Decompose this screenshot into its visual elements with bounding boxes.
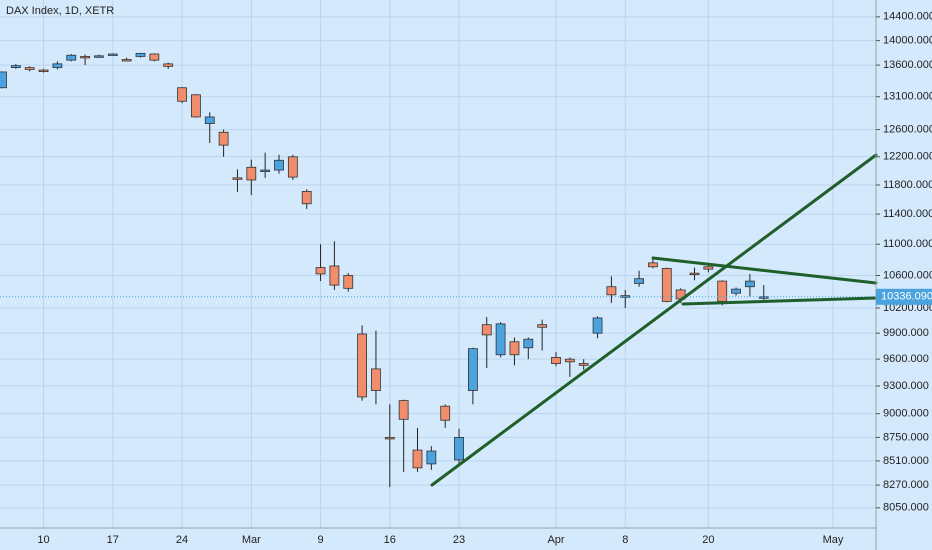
x-tick-label: 24 — [176, 534, 188, 546]
y-tick-label: 12600.000 — [883, 123, 932, 135]
last-price-box — [876, 288, 932, 305]
candle-body — [190, 94, 201, 118]
x-tick-label: 23 — [453, 534, 465, 546]
last-price-label: 10336.090 — [881, 291, 932, 303]
trend-line — [681, 296, 878, 306]
candle-body — [440, 405, 451, 421]
candle-body — [10, 65, 21, 68]
candle-body — [24, 67, 35, 70]
candle-body — [412, 449, 423, 469]
candle-body — [689, 272, 700, 276]
trend-line — [651, 256, 878, 285]
y-tick-label: 10600.000 — [883, 269, 932, 281]
candle-body — [537, 324, 548, 328]
candle-body — [94, 55, 104, 58]
candle-body — [592, 317, 603, 334]
x-tick-label: 8 — [622, 534, 628, 546]
candle-body — [329, 265, 340, 286]
candle-body — [301, 191, 312, 205]
x-tick-label: Mar — [242, 534, 261, 546]
candle-body — [523, 338, 534, 349]
trend-line — [430, 153, 878, 487]
y-tick-label: 11000.000 — [883, 238, 932, 250]
candle-body — [467, 348, 478, 391]
y-tick-label: 9000.000 — [883, 408, 929, 420]
candle-body — [495, 323, 506, 356]
candle-body — [758, 296, 769, 299]
candle-body — [0, 71, 7, 89]
candle-body — [343, 275, 354, 289]
candle-body — [454, 437, 464, 461]
candle-body — [509, 341, 520, 356]
candle-body — [357, 333, 368, 398]
y-tick-label: 8750.000 — [883, 431, 929, 443]
candle-body — [232, 177, 243, 180]
candle-body — [177, 87, 187, 102]
candle-body — [551, 357, 561, 364]
candle-body — [606, 286, 617, 296]
candle-body — [260, 169, 271, 172]
y-tick-label: 9600.000 — [883, 353, 929, 365]
y-tick-label: 8510.000 — [883, 455, 929, 467]
y-tick-label: 9300.000 — [883, 380, 929, 392]
candle-body — [315, 267, 326, 275]
y-tick-label: 8270.000 — [883, 479, 929, 491]
x-tick-label: May — [823, 534, 844, 546]
candle-body — [204, 116, 215, 124]
candle-body — [52, 63, 63, 68]
candle-body — [634, 278, 644, 284]
candle-body — [564, 358, 575, 363]
x-tick-label: 20 — [702, 534, 714, 546]
candle-body — [371, 368, 381, 391]
candle-body — [135, 52, 146, 57]
candle-body — [661, 267, 672, 302]
y-tick-label: 13100.000 — [883, 91, 932, 103]
candle-body — [287, 156, 298, 178]
y-tick-label: 14000.000 — [883, 35, 932, 47]
candle-body — [620, 295, 631, 298]
y-tick-label: 14400.000 — [883, 11, 932, 23]
candles — [0, 52, 876, 488]
y-tick-label: 11800.000 — [883, 179, 932, 191]
candle-body — [66, 54, 77, 61]
candle-body — [398, 400, 409, 420]
y-tick-label: 10200.000 — [883, 302, 932, 314]
x-tick-label: 16 — [384, 534, 396, 546]
chart-title: DAX Index, 1D, XETR — [6, 5, 114, 17]
candle-body — [163, 63, 174, 67]
x-tick-label: 17 — [107, 534, 119, 546]
candle-body — [246, 166, 257, 181]
candle-body — [481, 324, 492, 336]
candle-body — [80, 56, 90, 59]
candle-body — [745, 280, 755, 288]
candle-body — [38, 69, 49, 72]
candle-body — [384, 437, 395, 440]
candle-body — [274, 159, 284, 171]
candle-body — [578, 363, 589, 366]
x-tick-label: 9 — [317, 534, 323, 546]
candle-body — [426, 450, 437, 465]
y-tick-label: 12200.000 — [883, 151, 932, 163]
candle-body — [218, 131, 229, 146]
grid — [0, 0, 876, 528]
y-tick-label: 11400.000 — [883, 208, 932, 220]
y-tick-label: 9900.000 — [883, 327, 929, 339]
candle-body — [717, 280, 728, 302]
y-tick-label: 13600.000 — [883, 59, 932, 71]
x-tick-label: Apr — [547, 534, 564, 546]
candle-body — [107, 53, 118, 56]
y-tick-label: 8050.000 — [883, 502, 929, 514]
candle-body — [703, 266, 714, 270]
axes: 14400.000 14000.000 13600.000 13100.000 1260… — [37, 11, 932, 546]
candle-body — [121, 59, 132, 62]
candle-body — [731, 288, 741, 294]
x-tick-label: 10 — [37, 534, 49, 546]
trend-lines — [430, 153, 878, 487]
candle-body — [648, 262, 658, 268]
candle-body — [149, 53, 160, 61]
